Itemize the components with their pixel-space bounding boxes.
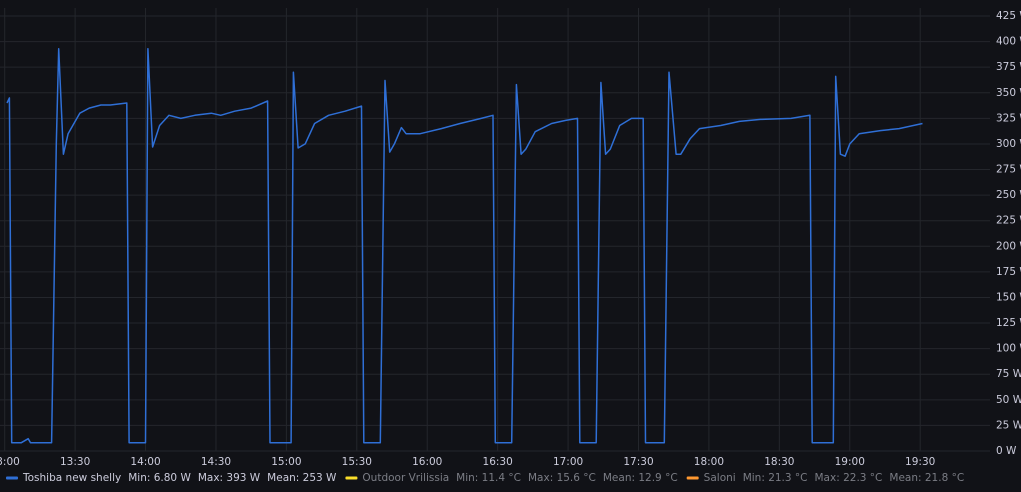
y-tick-label: 375 W	[996, 61, 1021, 73]
x-tick-label: 13:00	[0, 456, 20, 468]
y-tick-label: 100 W	[996, 343, 1021, 355]
legend-stat: Mean: 21.8 °C	[889, 472, 964, 484]
y-tick-label: 150 W	[996, 291, 1021, 303]
y-tick-label: 400 W	[996, 36, 1021, 48]
legend-stat: Min: 6.80 W	[128, 472, 191, 484]
x-tick-label: 14:00	[130, 456, 160, 468]
y-tick-label: 175 W	[996, 266, 1021, 278]
legend-stat: Max: 22.3 °C	[815, 472, 883, 484]
legend-stat: Mean: 253 W	[267, 472, 337, 484]
x-tick-label: 16:00	[412, 456, 442, 468]
y-tick-label: 225 W	[996, 215, 1021, 227]
x-tick-label: 13:30	[60, 456, 90, 468]
x-tick-label: 19:30	[905, 456, 935, 468]
x-tick-label: 18:00	[694, 456, 724, 468]
legend-swatch	[686, 476, 699, 480]
y-tick-label: 300 W	[996, 138, 1021, 150]
legend-item[interactable]: Toshiba new shelly Min: 6.80 W Max: 393 W M…	[6, 472, 337, 484]
y-tick-label: 0 W	[996, 445, 1017, 457]
y-tick-label: 75 W	[996, 368, 1021, 380]
y-tick-label: 125 W	[996, 317, 1021, 329]
legend-label: Outdoor Vrilissia	[362, 472, 449, 484]
x-tick-label: 15:00	[271, 456, 301, 468]
y-tick-label: 325 W	[996, 112, 1021, 124]
legend-item[interactable]: Saloni Min: 21.3 °C Max: 22.3 °C Mean: 21.8…	[686, 472, 965, 484]
legend-swatch	[345, 476, 358, 480]
line-series	[6, 48, 923, 444]
x-tick-label: 18:30	[764, 456, 794, 468]
legend-stat: Mean: 12.9 °C	[603, 472, 678, 484]
legend-stat: Max: 393 W	[198, 472, 261, 484]
x-tick-label: 15:30	[342, 456, 372, 468]
legend-stat: Min: 21.3 °C	[743, 472, 808, 484]
legend-stat: Max: 15.6 °C	[528, 472, 596, 484]
legend-label: Toshiba new shelly	[22, 472, 121, 484]
legend-item[interactable]: Outdoor Vrilissia Min: 11.4 °C Max: 15.6 °…	[345, 472, 678, 484]
y-tick-label: 25 W	[996, 419, 1021, 431]
x-tick-label: 19:00	[835, 456, 865, 468]
y-tick-label: 275 W	[996, 164, 1021, 176]
y-tick-label: 200 W	[996, 240, 1021, 252]
y-tick-label: 50 W	[996, 394, 1021, 406]
legend-swatch	[6, 476, 18, 480]
legend-stat: Min: 11.4 °C	[456, 472, 521, 484]
x-tick-label: 17:30	[623, 456, 653, 468]
y-tick-label: 425 W	[996, 10, 1021, 22]
x-tick-label: 14:30	[201, 456, 231, 468]
legend-label: Saloni	[704, 472, 736, 484]
x-tick-label: 16:30	[483, 456, 513, 468]
x-tick-label: 17:00	[553, 456, 583, 468]
y-tick-label: 350 W	[996, 87, 1021, 99]
y-tick-label: 250 W	[996, 189, 1021, 201]
